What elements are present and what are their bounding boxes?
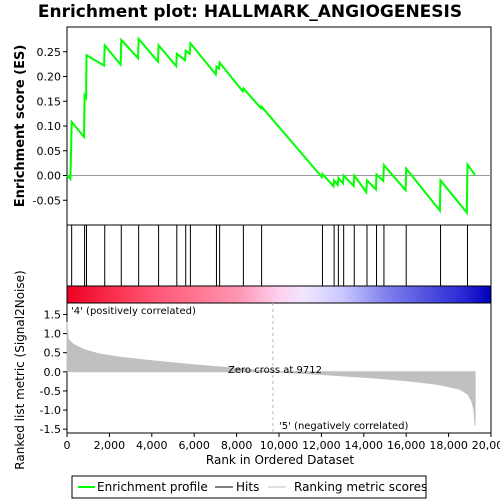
es-y-axis-title: Enrichment score (ES) bbox=[13, 45, 28, 208]
x-tick-label: 4,000 bbox=[136, 439, 168, 452]
es-y-ticks: -0.05 0.00 0.05 0.10 0.15 0.20 0.25 bbox=[33, 46, 67, 207]
x-axis-title: Rank in Ordered Dataset bbox=[206, 453, 354, 467]
negative-correlation-label: '5' (negatively correlated) bbox=[279, 421, 408, 432]
x-tick-label: 8,000 bbox=[221, 439, 253, 452]
metric-y-tick-label: 0.0 bbox=[44, 366, 62, 379]
metric-y-tick-label: 1.5 bbox=[44, 308, 62, 321]
metric-y-tick-label: -0.5 bbox=[40, 385, 61, 398]
zero-cross-label: Zero cross at 9712 bbox=[228, 365, 322, 376]
hit-markers bbox=[71, 225, 468, 286]
x-tick-label: 10,000 bbox=[260, 439, 299, 452]
ranking-heat-bar bbox=[66, 285, 492, 304]
chart-title: Enrichment plot: HALLMARK_ANGIOGENESIS bbox=[38, 2, 462, 22]
metric-y-axis-title: Ranked list metric (Signal2Noise) bbox=[13, 270, 27, 469]
x-tick-label: 12,000 bbox=[302, 439, 341, 452]
hits-panel bbox=[66, 224, 492, 287]
x-tick-label: 16,000 bbox=[387, 439, 426, 452]
legend: Enrichment profile Hits Ranking metric s… bbox=[71, 475, 427, 499]
ranking-metric-area bbox=[66, 322, 476, 426]
es-y-tick-label: -0.05 bbox=[33, 194, 61, 207]
metric-y-tick-label: 1.0 bbox=[44, 328, 62, 341]
legend-label-ranking-metric: Ranking metric scores bbox=[294, 480, 427, 494]
metric-panel: -1.5 -1.0 -0.5 0.0 0.5 1.0 1.5 '4' (positively… bbox=[40, 302, 492, 436]
es-y-tick-label: 0.25 bbox=[37, 46, 62, 59]
positive-correlation-label: '4' (positively correlated) bbox=[71, 306, 196, 317]
x-tick-label: 6,000 bbox=[178, 439, 210, 452]
x-tick-label: 14,000 bbox=[345, 439, 384, 452]
x-tick-label: 0 bbox=[64, 439, 71, 452]
legend-label-hits: Hits bbox=[236, 480, 259, 494]
x-tick-label: 20,000 bbox=[472, 439, 500, 452]
es-y-tick-label: 0.10 bbox=[37, 120, 62, 133]
hits-panel-frame bbox=[66, 224, 492, 287]
es-y-tick-label: 0.05 bbox=[37, 145, 62, 158]
metric-y-tick-label: -1.5 bbox=[40, 423, 61, 436]
x-tick-label: 18,000 bbox=[429, 439, 468, 452]
metric-y-ticks: -1.5 -1.0 -0.5 0.0 0.5 1.0 1.5 bbox=[40, 308, 67, 436]
x-tick-label: 2,000 bbox=[94, 439, 126, 452]
es-y-tick-label: 0.00 bbox=[37, 170, 62, 183]
x-axis-ticks: 0 2,000 4,000 6,000 8,000 10,000 12,000 14,000 1… bbox=[64, 433, 500, 452]
legend-box bbox=[71, 475, 427, 499]
es-panel: -0.05 0.00 0.05 0.10 0.15 0.20 0.25 bbox=[33, 26, 492, 226]
metric-y-tick-label: 0.5 bbox=[44, 347, 62, 360]
metric-y-tick-label: -1.0 bbox=[40, 404, 61, 417]
es-y-tick-label: 0.20 bbox=[37, 71, 62, 84]
legend-label-enrichment-profile: Enrichment profile bbox=[97, 480, 208, 494]
es-y-tick-label: 0.15 bbox=[37, 95, 62, 108]
enrichment-profile-line bbox=[66, 36, 476, 216]
